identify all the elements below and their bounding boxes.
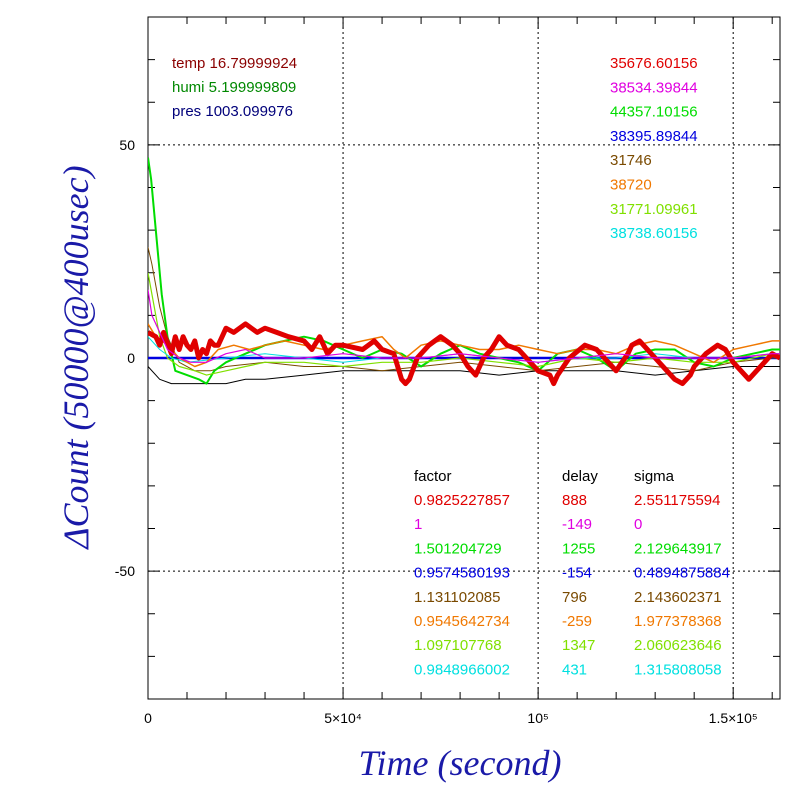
table-cell-sigma: 1.977378368 [634, 613, 722, 630]
table-cell-delay: 1255 [562, 540, 595, 557]
y-tick-label: 50 [119, 137, 135, 153]
table-header: factor [414, 468, 452, 485]
series-layer [148, 157, 780, 387]
x-tick-label: 1.5×10⁵ [709, 710, 758, 726]
offset-legend-item: 38738.60156 [610, 225, 698, 242]
table-cell-sigma: 2.060623646 [634, 637, 722, 654]
minor-ticks [148, 17, 780, 699]
x-tick-label: 0 [144, 710, 152, 726]
data-series-line [148, 157, 780, 385]
y-axis-title: ΔCount (50000@400usec) [56, 165, 96, 550]
offset-legend-item: 38534.39844 [610, 79, 698, 96]
table-cell-sigma: 2.129643917 [634, 540, 722, 557]
table-cell-delay: 1347 [562, 637, 595, 654]
offset-legend: 35676.60156 38534.39844 44357.10156 38395.8… [610, 55, 698, 242]
table-cell-delay: -259 [562, 613, 592, 630]
table-cell-factor: 1.131102085 [414, 589, 500, 606]
offset-legend-item: 31746 [610, 152, 652, 169]
table-cell-delay: -149 [562, 516, 592, 533]
table-cell-sigma: 1.315808058 [634, 661, 722, 678]
table-cell-delay: 431 [562, 661, 587, 678]
table-cell-factor: 1.501204729 [414, 540, 502, 557]
x-tick-label: 5×10⁴ [324, 710, 362, 726]
parameter-table: factor delay sigma 0.9825227857 888 2.5511755… [414, 468, 730, 678]
x-tick-label: 10⁵ [527, 710, 548, 726]
data-series-line [148, 272, 780, 376]
table-cell-sigma: 2.143602371 [634, 589, 722, 606]
data-series-line [148, 289, 780, 363]
table-cell-sigma: 0 [634, 516, 642, 533]
x-tick-labels: 0 5×10⁴ 10⁵ 1.5×10⁵ [144, 710, 758, 726]
table-cell-factor: 0.9848966002 [414, 661, 510, 678]
env-legend-item: pres 1003.099976 [172, 103, 293, 120]
y-tick-label: 0 [127, 350, 135, 366]
table-cell-delay: 888 [562, 492, 587, 509]
offset-legend-item: 38720 [610, 177, 652, 194]
offset-legend-item: 38395.89844 [610, 128, 698, 145]
env-legend-item: temp 16.79999924 [172, 55, 297, 72]
table-cell-sigma: 2.551175594 [634, 492, 720, 509]
table-header: sigma [634, 468, 675, 485]
y-tick-label: -50 [115, 563, 135, 579]
table-cell-factor: 1.097107768 [414, 637, 502, 654]
offset-legend-item: 35676.60156 [610, 55, 698, 72]
table-cell-factor: 0.9574580193 [414, 565, 510, 582]
table-header: delay [562, 468, 598, 485]
table-cell-factor: 0.9545642734 [414, 613, 510, 630]
offset-legend-item: 44357.10156 [610, 104, 698, 121]
offset-legend-item: 31771.09961 [610, 201, 698, 218]
x-axis-title: Time (second) [359, 743, 562, 783]
environment-legend: temp 16.79999924 humi 5.199999809 pres 100… [172, 55, 297, 120]
table-cell-sigma: 0.4894875884 [634, 565, 730, 582]
table-cell-delay: -154 [562, 565, 592, 582]
y-tick-labels: 50 0 -50 [115, 137, 135, 579]
env-legend-item: humi 5.199999809 [172, 79, 296, 96]
table-cell-factor: 0.9825227857 [414, 492, 510, 509]
table-cell-delay: 796 [562, 589, 587, 606]
table-cell-factor: 1 [414, 516, 422, 533]
